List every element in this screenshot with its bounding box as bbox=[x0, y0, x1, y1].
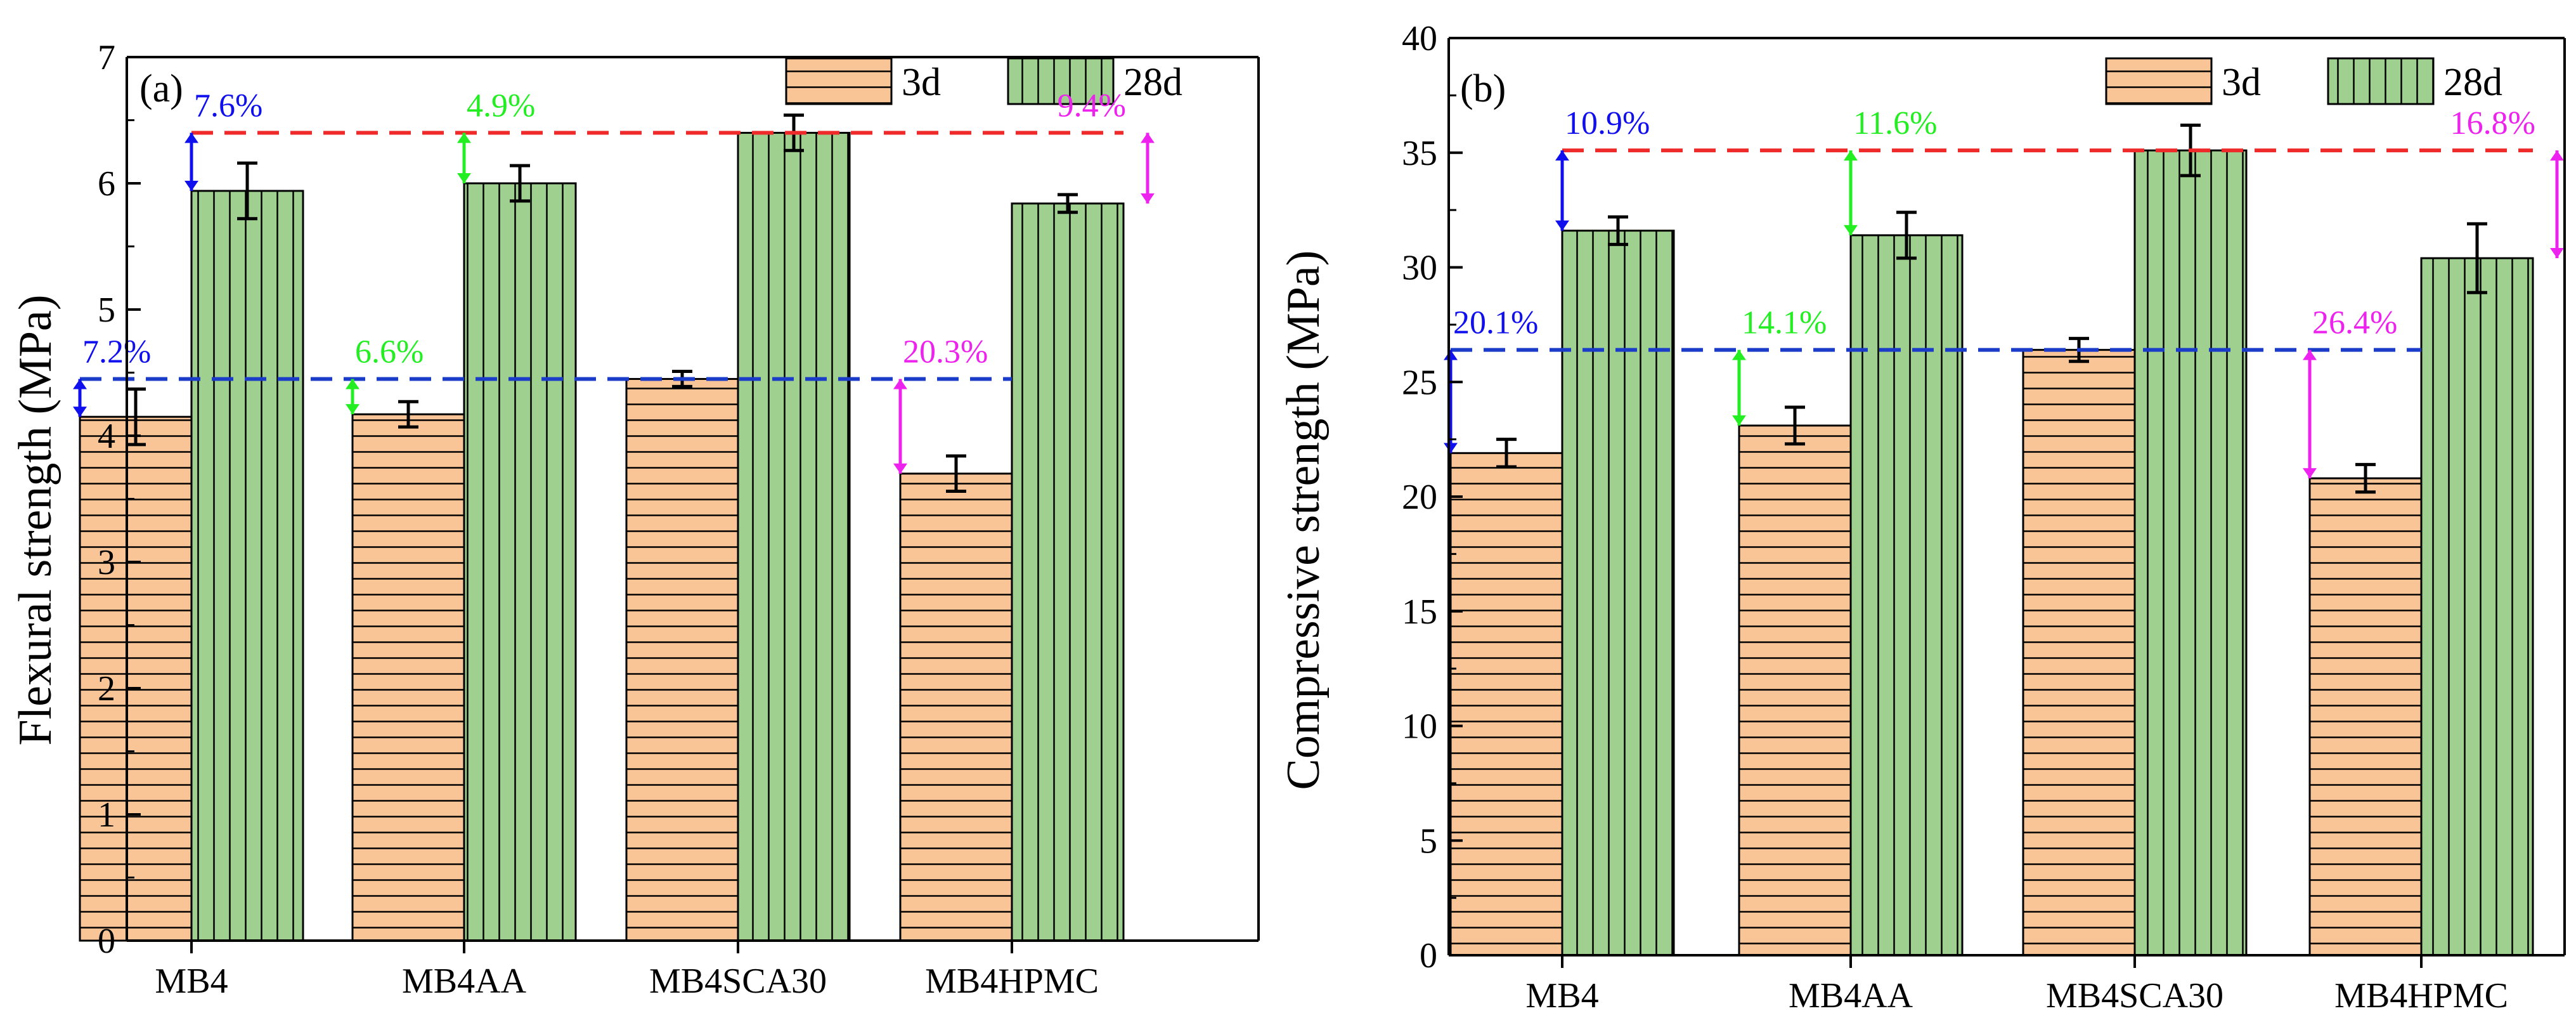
annotation-label: 7.6% bbox=[194, 88, 262, 124]
bar-28d-MB4HPMC bbox=[2420, 257, 2534, 956]
annotation-label: 20.1% bbox=[1453, 305, 1538, 341]
annotation-arrow-6.6%-head-bottom bbox=[346, 404, 359, 415]
bar-3d-MB4SCA30 bbox=[625, 377, 739, 942]
panel-label: (b) bbox=[1460, 67, 1506, 110]
legend: 3d 28d bbox=[2105, 57, 2502, 105]
y-tick-label: 0 bbox=[1420, 936, 1437, 976]
annotation-label: 14.1% bbox=[1742, 305, 1827, 341]
annotation-arrow-20.3%-head-bottom bbox=[893, 463, 907, 474]
y-tick-label: 15 bbox=[1402, 592, 1437, 632]
y-tick-label: 35 bbox=[1402, 134, 1437, 173]
x-tick-label-MB4AA: MB4AA bbox=[402, 962, 527, 1001]
bar-28d-MB4AA bbox=[463, 182, 577, 942]
legend-swatch-3d bbox=[2105, 57, 2213, 105]
annotation-arrow-20.1%-head-top bbox=[1444, 349, 1458, 360]
panel-b-compressive: (b) Compressive strength (MPa) 3d 28d 20… bbox=[1278, 19, 2566, 1015]
legend-swatch-3d bbox=[785, 57, 893, 105]
bar-28d-MB4 bbox=[190, 190, 304, 942]
annotation-arrow-11.6%-head-top bbox=[1844, 150, 1858, 161]
y-tick-label: 3 bbox=[98, 543, 115, 582]
annotation-arrow-7.6%-head-bottom bbox=[184, 180, 198, 191]
bar-3d-MB4 bbox=[79, 415, 193, 942]
bar-3d-MB4SCA30 bbox=[2022, 349, 2136, 956]
annotation-label: 4.9% bbox=[467, 88, 535, 124]
legend-label-28d: 28d bbox=[2443, 61, 2502, 104]
annotation-arrow-7.2%-head-bottom bbox=[73, 407, 87, 417]
y-tick-label: 6 bbox=[98, 164, 115, 204]
annotation-label: 16.8% bbox=[2450, 105, 2535, 141]
annotation-arrow-14.1%-head-top bbox=[1732, 349, 1746, 360]
y-tick-label: 30 bbox=[1402, 249, 1437, 288]
y-tick-label: 40 bbox=[1402, 19, 1437, 58]
annotation-arrow-11.6%-head-bottom bbox=[1844, 225, 1858, 235]
annotation-arrow-4.9%-head-top bbox=[457, 133, 471, 143]
y-tick-label: 0 bbox=[98, 922, 115, 961]
bar-3d-MB4AA bbox=[351, 413, 465, 942]
annotation-label: 9.4% bbox=[1058, 88, 1126, 124]
bar-3d-MB4AA bbox=[1738, 424, 1852, 956]
annotation-arrow-4.9%-head-bottom bbox=[457, 173, 471, 183]
bar-28d-MB4SCA30 bbox=[2133, 149, 2248, 956]
annotation-arrow-20.3%-head-top bbox=[893, 379, 907, 389]
annotation-arrow-9.4%-head-bottom bbox=[1141, 193, 1155, 204]
bar-28d-MB4HPMC bbox=[1011, 202, 1125, 942]
y-tick-label: 5 bbox=[1420, 821, 1437, 861]
annotation-arrow-6.6%-head-top bbox=[346, 379, 359, 389]
annotation-label: 26.4% bbox=[2312, 305, 2397, 341]
legend-label-28d: 28d bbox=[1123, 61, 1182, 104]
y-tick-label: 10 bbox=[1402, 707, 1437, 747]
legend-swatch-28d bbox=[2327, 57, 2435, 105]
annotation-arrow-7.6%-head-top bbox=[184, 133, 198, 143]
x-tick-label-MB4SCA30: MB4SCA30 bbox=[2046, 976, 2223, 1015]
y-tick-label: 25 bbox=[1402, 363, 1437, 402]
panel-label: (a) bbox=[139, 67, 183, 110]
annotation-label: 11.6% bbox=[1853, 105, 1937, 141]
y-tick-label: 5 bbox=[98, 291, 115, 330]
y-tick-label: 4 bbox=[98, 417, 115, 456]
annotation-label: 20.3% bbox=[903, 334, 988, 370]
bar-3d-MB4HPMC bbox=[899, 473, 1013, 942]
x-tick-label-MB4: MB4 bbox=[1525, 976, 1598, 1015]
panel-a-flexural: (a) Flexural strength (MPa) 3d 28d 7.2% 6… bbox=[10, 38, 1260, 1001]
annotation-arrow-10.9%-head-bottom bbox=[1555, 220, 1569, 231]
bar-28d-MB4SCA30 bbox=[737, 131, 851, 942]
annotation-arrow-10.9%-head-top bbox=[1555, 150, 1569, 161]
y-tick-label: 7 bbox=[98, 38, 115, 77]
annotation-arrow-9.4%-head-top bbox=[1141, 133, 1155, 143]
bar-28d-MB4AA bbox=[1849, 234, 1964, 956]
y-axis-label: Flexural strength (MPa) bbox=[10, 294, 61, 745]
annotation-label: 6.6% bbox=[355, 334, 424, 370]
x-tick-label-MB4: MB4 bbox=[155, 962, 228, 1001]
legend-label-3d: 3d bbox=[902, 61, 941, 104]
y-tick-label: 1 bbox=[98, 795, 115, 835]
x-tick-label-MB4AA: MB4AA bbox=[1789, 976, 1913, 1015]
annotation-arrow-7.2%-head-top bbox=[73, 379, 87, 389]
annotation-arrow-16.8%-head-bottom bbox=[2550, 248, 2564, 259]
annotation-arrow-26.4%-head-bottom bbox=[2303, 468, 2317, 479]
y-tick-label: 20 bbox=[1402, 478, 1437, 517]
annotation-label: 10.9% bbox=[1565, 105, 1650, 141]
annotation-arrow-14.1%-head-bottom bbox=[1732, 415, 1746, 426]
y-tick-label: 2 bbox=[98, 669, 115, 708]
x-tick-label-MB4SCA30: MB4SCA30 bbox=[649, 962, 827, 1001]
annotation-arrow-16.8%-head-top bbox=[2550, 150, 2564, 161]
x-tick-label-MB4HPMC: MB4HPMC bbox=[925, 962, 1099, 1001]
legend-label-3d: 3d bbox=[2222, 61, 2261, 104]
annotation-arrow-26.4%-head-top bbox=[2303, 349, 2317, 360]
bar-3d-MB4 bbox=[1449, 452, 1563, 956]
bar-3d-MB4HPMC bbox=[2308, 477, 2423, 956]
annotation-arrow-20.1%-head-bottom bbox=[1444, 443, 1458, 454]
x-tick-label-MB4HPMC: MB4HPMC bbox=[2334, 976, 2508, 1015]
y-axis-label: Compressive strength (MPa) bbox=[1278, 251, 1330, 790]
annotation-label: 7.2% bbox=[82, 334, 151, 370]
bar-28d-MB4 bbox=[1561, 230, 1675, 956]
